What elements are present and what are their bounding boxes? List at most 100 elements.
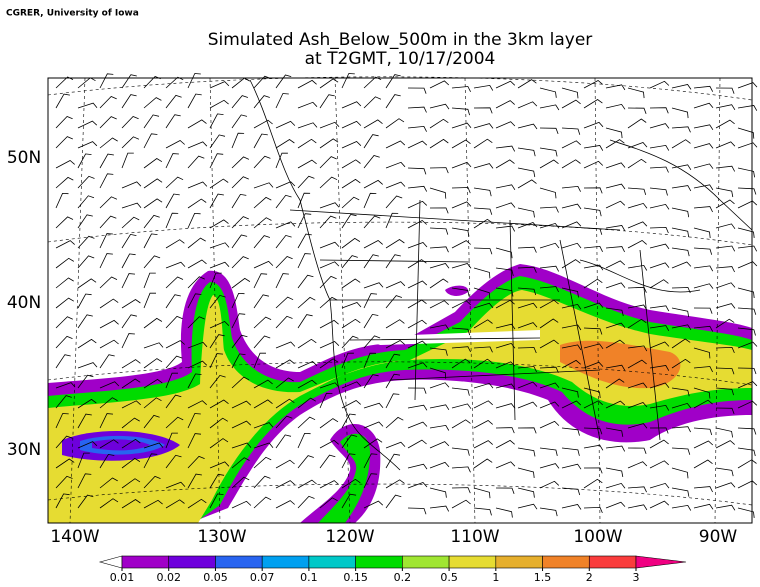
wind-barb bbox=[209, 461, 230, 469]
wind-barb bbox=[495, 121, 516, 129]
wind-barb bbox=[627, 461, 648, 469]
wind-barb bbox=[77, 362, 98, 369]
wind-barb bbox=[341, 141, 362, 149]
wind-barb bbox=[231, 132, 245, 149]
wind-barb bbox=[605, 162, 626, 169]
wind-barb bbox=[605, 400, 626, 409]
wind-barb bbox=[319, 275, 337, 289]
wind-barb bbox=[165, 239, 185, 249]
wind-barb bbox=[693, 399, 713, 409]
wind-barb bbox=[55, 354, 71, 369]
wind-barb bbox=[385, 393, 400, 409]
wind-barb bbox=[605, 183, 626, 190]
graticule bbox=[47, 483, 753, 506]
wind-barb bbox=[77, 441, 98, 449]
wind-barb bbox=[451, 107, 470, 116]
wind-barb bbox=[429, 300, 449, 309]
wind-barb bbox=[737, 507, 755, 518]
wind-barb bbox=[715, 187, 734, 198]
wind-barb bbox=[605, 378, 625, 389]
wind-barb bbox=[715, 504, 736, 511]
wind-barb bbox=[517, 79, 537, 89]
wind-barb bbox=[55, 176, 74, 189]
wind-barb bbox=[407, 140, 428, 149]
wind-barb bbox=[77, 153, 92, 169]
wind-barb bbox=[605, 339, 625, 349]
wind-barb bbox=[55, 216, 74, 229]
wind-barb bbox=[715, 440, 735, 449]
wind-barb bbox=[495, 383, 516, 390]
wind-barb bbox=[649, 279, 669, 289]
wind-barb bbox=[363, 402, 384, 409]
wind-barb bbox=[77, 141, 98, 149]
wind-barb bbox=[187, 119, 207, 129]
wind-barb bbox=[583, 343, 604, 350]
lat-labels: 50N 40N 30N bbox=[7, 148, 41, 460]
wind-barb bbox=[55, 475, 73, 489]
wind-barb bbox=[495, 287, 514, 297]
wind-barb bbox=[253, 475, 271, 489]
wind-barb bbox=[737, 245, 758, 252]
wind-barb bbox=[231, 277, 251, 289]
wind-barb bbox=[297, 138, 317, 149]
wind-barb bbox=[55, 240, 75, 249]
wind-barb bbox=[693, 163, 714, 169]
wind-barb bbox=[561, 387, 579, 398]
wind-barb bbox=[319, 497, 338, 509]
wind-barb bbox=[649, 382, 670, 389]
wind-barb bbox=[385, 494, 402, 509]
wind-barb bbox=[253, 294, 269, 309]
wind-barb bbox=[319, 382, 340, 389]
wind-barb bbox=[693, 124, 714, 131]
wind-barb bbox=[275, 194, 292, 209]
wind-barb bbox=[319, 418, 339, 429]
wind-barb bbox=[253, 399, 273, 409]
wind-barb bbox=[363, 134, 379, 149]
wind-barb bbox=[517, 366, 537, 373]
wind-barb bbox=[649, 107, 669, 114]
wind-barb bbox=[671, 504, 692, 511]
wind-barb bbox=[429, 187, 447, 199]
wind-barb bbox=[539, 507, 558, 517]
wind-barb bbox=[539, 366, 559, 373]
wind-barb bbox=[693, 265, 714, 272]
wind-barb bbox=[143, 178, 163, 189]
wind-barb bbox=[627, 447, 647, 454]
wind-barb bbox=[539, 420, 560, 429]
wind-barb bbox=[407, 340, 428, 349]
wind-barb bbox=[429, 461, 450, 469]
wind-barb bbox=[341, 453, 356, 469]
wind-barb bbox=[517, 287, 537, 296]
wind-barb bbox=[165, 153, 179, 169]
wind-barb bbox=[451, 287, 470, 297]
wind-barb bbox=[363, 313, 379, 329]
wind-barb bbox=[55, 192, 69, 209]
wind-barb bbox=[55, 435, 73, 449]
wind-barb bbox=[693, 440, 714, 449]
wind-barb bbox=[473, 267, 491, 279]
wind-barb bbox=[649, 243, 670, 250]
wind-barb bbox=[495, 427, 515, 434]
wind-barb bbox=[341, 214, 357, 229]
wind-barb bbox=[165, 454, 182, 469]
wind-barb bbox=[627, 158, 647, 169]
wind-barb bbox=[297, 361, 318, 369]
lon-labels: 140W 130W 120W 110W 100W 90W bbox=[50, 527, 737, 547]
lon-label: 140W bbox=[50, 527, 99, 547]
wind-barb bbox=[495, 439, 515, 449]
wind-barb bbox=[583, 187, 603, 194]
wind-barb bbox=[429, 138, 449, 149]
wind-barb bbox=[319, 341, 340, 349]
wind-barb bbox=[473, 138, 493, 149]
wind-barb bbox=[715, 223, 736, 230]
wind-barb bbox=[583, 387, 601, 399]
wind-barb bbox=[275, 221, 296, 229]
wind-barb bbox=[561, 140, 581, 149]
wind-barb bbox=[99, 137, 118, 149]
wind-barb bbox=[583, 145, 604, 151]
wind-barb bbox=[99, 397, 118, 409]
colorbar-segment bbox=[121, 555, 170, 569]
state-border bbox=[289, 199, 661, 441]
wind-barb bbox=[407, 87, 427, 94]
wind-barb bbox=[627, 318, 647, 329]
